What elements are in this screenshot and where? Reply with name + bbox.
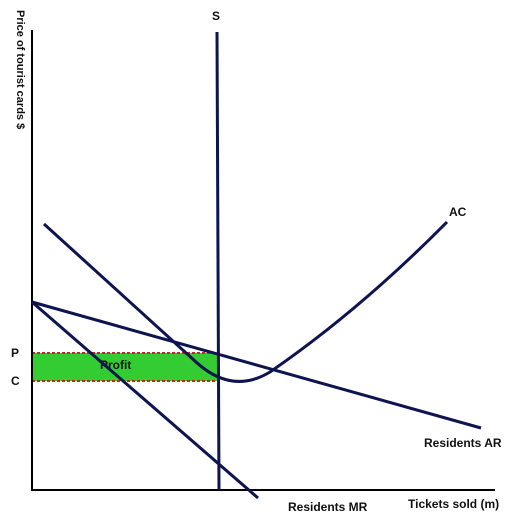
- x-axis-label: Tickets sold (m): [408, 497, 499, 511]
- profit-area: [32, 353, 219, 381]
- y-tick-p: P: [11, 346, 19, 360]
- supply-label: S: [212, 9, 220, 23]
- supply-curve: [215, 31, 221, 491]
- y-axis-label: Price of tourist cards $: [14, 10, 26, 129]
- residents-mr-curve: [31, 300, 259, 500]
- y-tick-c: C: [11, 374, 20, 388]
- ac-label: AC: [449, 205, 467, 219]
- residents-ar-label: Residents AR: [424, 436, 502, 450]
- residents-ar-curve: [31, 300, 482, 430]
- ac-curve: [42, 220, 449, 383]
- residents-mr-label: Residents MR: [288, 500, 368, 514]
